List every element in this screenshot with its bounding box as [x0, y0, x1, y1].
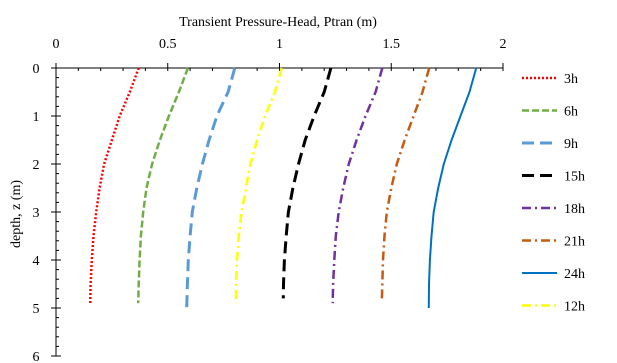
- y-tick-label: 4: [33, 254, 40, 269]
- legend-label-18h: 18h: [564, 202, 585, 217]
- legend-label-3h: 3h: [564, 72, 578, 87]
- y-tick-label: 2: [33, 158, 40, 173]
- x-tick-label: 1.5: [383, 37, 401, 52]
- x-tick-label: 1: [276, 37, 283, 52]
- legend-label-21h: 21h: [564, 235, 585, 250]
- legend-label-6h: 6h: [564, 105, 578, 120]
- legend-label-12h: 12h: [564, 300, 585, 315]
- series-line-24h: [427, 67, 478, 309]
- series-line-15h: [281, 67, 333, 299]
- series-line-18h: [331, 67, 384, 304]
- series-line-9h: [185, 67, 237, 309]
- y-tick-label: 5: [33, 302, 40, 317]
- x-tick-label: 2: [500, 37, 507, 52]
- y-tick-label: 6: [33, 350, 40, 363]
- legend-label-9h: 9h: [564, 137, 578, 152]
- y-tick-label: 3: [33, 206, 40, 221]
- x-tick-label: 0: [53, 37, 60, 52]
- y-tick-label: 1: [33, 110, 40, 125]
- series-line-12h: [234, 67, 283, 304]
- legend-label-24h: 24h: [564, 267, 585, 282]
- series-line-3h: [88, 67, 140, 304]
- y-tick-label: 0: [33, 62, 40, 77]
- series-line-21h: [380, 67, 431, 299]
- legend-label-15h: 15h: [564, 170, 585, 185]
- chart-title: Transient Pressure-Head, Ptran (m): [179, 15, 377, 30]
- x-tick-label: 0.5: [159, 37, 177, 52]
- y-axis-label: depth, z (m): [9, 180, 24, 248]
- series-line-6h: [136, 67, 190, 304]
